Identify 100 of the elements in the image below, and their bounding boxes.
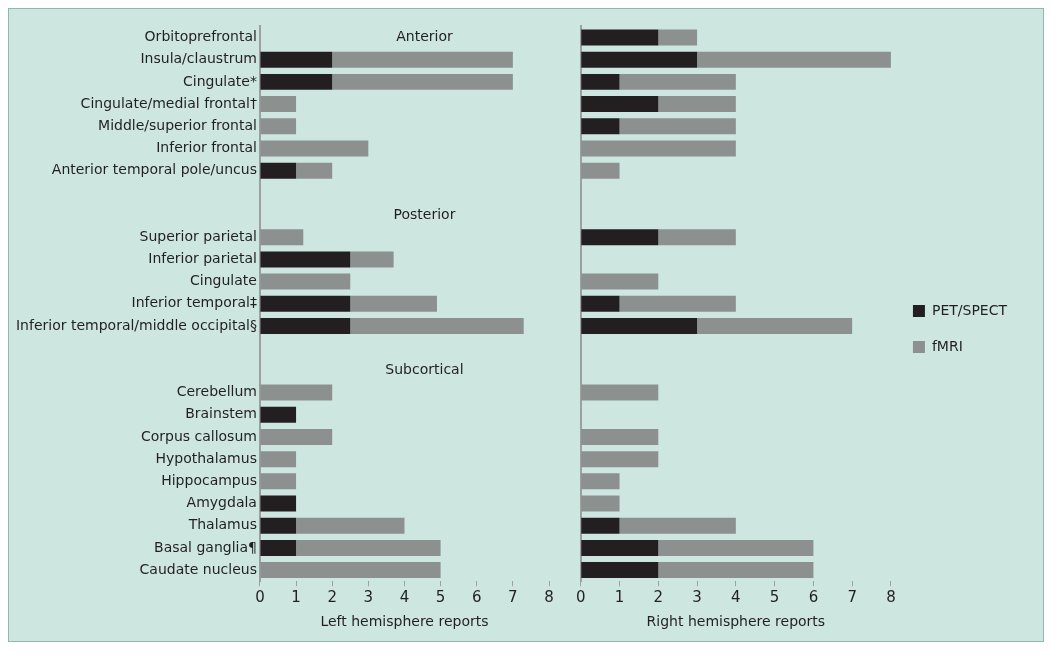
bar	[581, 29, 659, 46]
bar	[260, 384, 333, 401]
x-tick-label: 1	[614, 588, 625, 607]
annotation: Posterior	[393, 205, 456, 222]
y-tick-label: Superior parietal	[139, 227, 257, 244]
x-axis-title: Left hemisphere reports	[320, 613, 489, 630]
bar	[619, 73, 736, 90]
bar	[260, 229, 304, 246]
x-tick-label: 0	[576, 588, 586, 607]
bar	[260, 428, 333, 445]
bar	[260, 295, 351, 312]
y-tick-label: Basal ganglia¶	[154, 538, 257, 555]
bar	[260, 473, 297, 490]
y-tick-label: Orbitoprefrontal	[144, 28, 257, 45]
x-tick-label: 8	[544, 588, 554, 607]
bar	[581, 73, 620, 90]
x-tick-label: 2	[653, 588, 664, 607]
x-tick-label: 4	[731, 588, 741, 607]
bar	[296, 517, 405, 534]
y-tick-label: Inferior parietal	[148, 250, 257, 267]
bar	[697, 318, 853, 334]
bar	[581, 451, 659, 468]
x-tick-label: 2	[327, 588, 337, 607]
y-tick-label: Hypothalamus	[155, 449, 257, 466]
bar	[581, 273, 659, 290]
x-tick-label: 1	[291, 588, 301, 607]
bar	[619, 517, 736, 534]
bar	[260, 140, 369, 157]
y-tick-label: Corpus callosum	[140, 427, 257, 444]
y-tick-label: Brainstem	[185, 405, 257, 422]
y-tick-label: Inferior temporal/middle occipital§	[16, 316, 257, 333]
bar	[350, 318, 524, 334]
x-tick-label: 3	[692, 588, 702, 607]
x-tick-label: 5	[435, 588, 446, 607]
bar	[581, 96, 659, 113]
bar	[350, 251, 394, 268]
x-tick-label: 7	[847, 588, 857, 607]
y-tick-label: Thalamus	[187, 516, 257, 533]
x-tick-label: 6	[471, 588, 482, 607]
legend-label: PET/SPECT	[931, 301, 1008, 318]
annotation: Anterior	[396, 28, 453, 45]
y-tick-label: Caudate nucleus	[139, 560, 257, 577]
bar	[296, 162, 333, 179]
x-tick-label: 3	[363, 588, 374, 607]
bar	[658, 562, 814, 579]
y-tick-label: Anterior temporal pole/uncus	[51, 161, 257, 178]
bar	[581, 539, 659, 556]
bar	[350, 295, 437, 312]
y-tick-label: Inferior frontal	[156, 139, 257, 156]
bar	[581, 140, 736, 157]
bar	[581, 229, 659, 246]
bar	[260, 118, 297, 135]
bar	[581, 51, 698, 68]
bar	[581, 473, 620, 490]
bar	[619, 295, 736, 312]
annotation: Subcortical	[385, 361, 464, 378]
x-tick-label: 5	[769, 588, 780, 607]
x-tick-label: 4	[399, 588, 410, 607]
y-tick-label: Cerebellum	[176, 383, 257, 400]
y-tick-label: Amygdala	[186, 494, 257, 511]
bar	[296, 539, 441, 556]
y-tick-label: Inferior temporal‡	[131, 294, 257, 311]
bar	[658, 29, 698, 46]
bar	[332, 51, 513, 68]
legend-label: fMRI	[931, 337, 963, 354]
bar	[260, 318, 351, 334]
bar	[581, 428, 659, 445]
y-tick-label: Hippocampus	[161, 471, 257, 488]
x-tick-label: 6	[808, 588, 819, 607]
bar	[581, 162, 620, 179]
y-tick-label: Cingulate/medial frontal†	[80, 94, 257, 111]
bar	[697, 51, 891, 68]
bar	[260, 562, 441, 579]
x-tick-label: 7	[508, 588, 518, 607]
bar	[260, 273, 351, 290]
bar	[260, 73, 333, 90]
bar	[581, 384, 659, 401]
bar	[260, 162, 297, 179]
bar	[260, 96, 297, 113]
bar	[260, 495, 297, 512]
bar	[260, 539, 297, 556]
bar	[260, 451, 297, 468]
bar	[581, 517, 620, 534]
y-tick-label: Cingulate*	[183, 72, 257, 89]
y-tick-label: Insula/claustrum	[140, 50, 257, 67]
x-tick-label: 0	[255, 588, 265, 607]
bar	[581, 318, 698, 334]
y-tick-label: Middle/superior frontal	[98, 116, 257, 133]
bar	[260, 517, 297, 534]
bar	[332, 73, 513, 90]
bar	[581, 295, 620, 312]
bar	[581, 118, 620, 135]
bar	[619, 118, 736, 135]
bar	[581, 562, 659, 579]
bar	[658, 539, 814, 556]
bar	[260, 406, 297, 423]
bar	[658, 96, 736, 113]
x-axis-title: Right hemisphere reports	[646, 613, 826, 630]
bar	[658, 229, 736, 246]
x-tick-label: 8	[886, 588, 896, 607]
